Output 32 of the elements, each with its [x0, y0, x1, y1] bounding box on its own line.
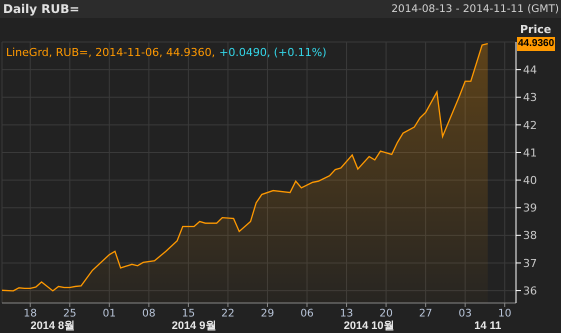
x-tick-label: 13: [340, 307, 354, 320]
y-tick-label: 41: [523, 146, 537, 160]
x2-tick-label: 2014 9월: [172, 320, 216, 332]
x-tick-label: 01: [102, 307, 116, 320]
y-tick-label: 38: [523, 229, 537, 242]
x-tick-label: 15: [182, 307, 196, 320]
y-tick-label: 42: [523, 118, 537, 132]
y-tick-label: 39: [523, 202, 537, 215]
x-tick-label: 27: [418, 307, 432, 320]
x2-tick-label: 2014 10월: [344, 320, 395, 332]
y-tick-label: 43: [523, 91, 537, 104]
x2-tick-label: 14 11: [474, 320, 502, 332]
y-tick-label: 37: [523, 256, 537, 270]
text: 44.9360: [517, 36, 556, 51]
x-tick-label: 06: [300, 307, 314, 320]
x-tick-label: 10: [498, 307, 512, 320]
x-tick-label: 25: [63, 307, 76, 320]
x-tick-label: 03: [458, 307, 472, 320]
annotation: LineGrd, RUB=, 2014-11-06, 44.9360,: [6, 46, 216, 59]
x-tick-label: 08: [142, 307, 156, 320]
chart-subtitle: 2014-08-13 - 2014-11-11 (GMT): [391, 3, 559, 15]
y-tick-label: 40: [523, 174, 537, 187]
x2-tick-label: 2014 8월: [30, 320, 76, 332]
y-axis-title: Price: [520, 23, 552, 36]
x-tick-label: 20: [379, 307, 393, 320]
chart-title: Daily RUB=: [3, 2, 80, 16]
y-tick-label: 36: [523, 284, 537, 298]
x-tick-label: 22: [221, 307, 235, 320]
annotation: +0.0490, (+0.11%): [219, 46, 327, 59]
x-tick-label: 18: [24, 307, 37, 320]
y-tick-label: 44: [523, 64, 537, 77]
x-tick-label: 29: [260, 307, 274, 320]
